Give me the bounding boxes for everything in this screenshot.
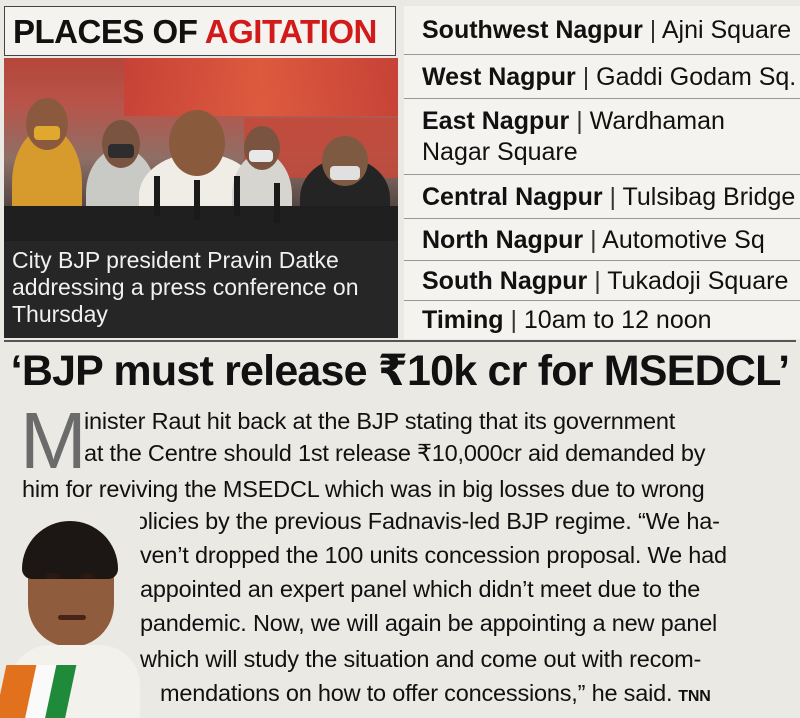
section-title: PLACES OF AGITATION — [13, 13, 377, 51]
body-line: policies by the previous Fadnavis-led BJ… — [122, 508, 720, 534]
mask — [34, 126, 60, 140]
place-location: Wardhaman Nagar Square — [422, 107, 725, 166]
separator: | — [576, 107, 583, 135]
mask — [108, 144, 134, 158]
separator: | — [590, 226, 597, 254]
places-list: Southwest Nagpur | Ajni Square West Nagp… — [404, 6, 800, 339]
place-location: Gaddi Godam Sq. — [596, 63, 797, 91]
photo-banner — [124, 58, 398, 116]
list-item: Central Nagpur | Tulsibag Bridge — [404, 174, 800, 218]
place-region: East Nagpur — [422, 107, 570, 135]
place-region: North Nagpur — [422, 226, 584, 254]
article-headline: ‘BJP must release ₹10k cr for MSEDCL’ — [10, 347, 790, 395]
body-line: pandemic. Now, we will again be appointi… — [140, 610, 718, 636]
place-region: South Nagpur — [422, 267, 588, 295]
drop-cap: M — [20, 396, 87, 485]
place-region: West Nagpur — [422, 63, 576, 91]
portrait-mouth — [58, 615, 86, 620]
portrait-eye — [80, 573, 94, 579]
title-accent: AGITATION — [204, 13, 378, 50]
place-location: 10am to 12 noon — [523, 306, 712, 334]
list-item: South Nagpur | Tukadoji Square — [404, 260, 800, 300]
list-item: East Nagpur | Wardhaman Nagar Square — [404, 98, 800, 174]
list-item: Southwest Nagpur | Ajni Square — [404, 6, 800, 54]
place-region: Central Nagpur — [422, 183, 603, 211]
place-region: Southwest Nagpur — [422, 16, 643, 44]
microphone — [274, 183, 280, 223]
title-part-1: PLACES OF — [13, 13, 205, 50]
separator: | — [609, 183, 617, 211]
body-line: him for reviving the MSEDCL which was in… — [22, 476, 705, 502]
place-location: Tukadoji Square — [607, 267, 789, 295]
portrait-eye — [46, 573, 60, 579]
microphone — [154, 176, 160, 216]
separator: | — [649, 16, 657, 44]
separator: | — [582, 63, 590, 91]
body-line: which will study the situation and come … — [140, 646, 702, 672]
press-conference-photo — [4, 58, 398, 241]
separator: | — [510, 306, 517, 334]
place-location: Tulsibag Bridge — [622, 183, 796, 211]
body-line: appointed an expert panel which didn’t m… — [140, 576, 701, 602]
mask — [330, 166, 360, 180]
body-line-text: mendations on how to offer concessions,”… — [160, 680, 673, 706]
byline-credit: TNN — [678, 688, 711, 705]
list-item: North Nagpur | Automotive Sq — [404, 218, 800, 260]
place-location: Automotive Sq — [602, 226, 765, 254]
person-head — [169, 110, 225, 176]
person-head — [26, 98, 68, 150]
place-location: Ajni Square — [661, 16, 792, 44]
photo-caption: City BJP president Pravin Datke addressi… — [4, 241, 398, 338]
body-line-last: mendations on how to offer concessions,”… — [160, 678, 711, 712]
press-table — [4, 206, 398, 241]
minister-portrait — [0, 515, 140, 718]
divider — [4, 340, 796, 342]
list-item: Timing | 10am to 12 noon — [404, 300, 800, 339]
place-region: Timing — [422, 306, 504, 334]
mask — [249, 150, 273, 162]
microphone — [234, 176, 240, 216]
separator: | — [594, 267, 601, 295]
body-line: ven’t dropped the 100 units concession p… — [140, 542, 727, 568]
list-item: West Nagpur | Gaddi Godam Sq. — [404, 54, 800, 98]
person-head — [244, 126, 280, 170]
body-line: inister Raut hit back at the BJP stating… — [84, 408, 676, 434]
section-header: PLACES OF AGITATION — [4, 6, 396, 56]
body-line: at the Centre should 1st release ₹10,000… — [84, 440, 706, 466]
microphone — [194, 180, 200, 220]
